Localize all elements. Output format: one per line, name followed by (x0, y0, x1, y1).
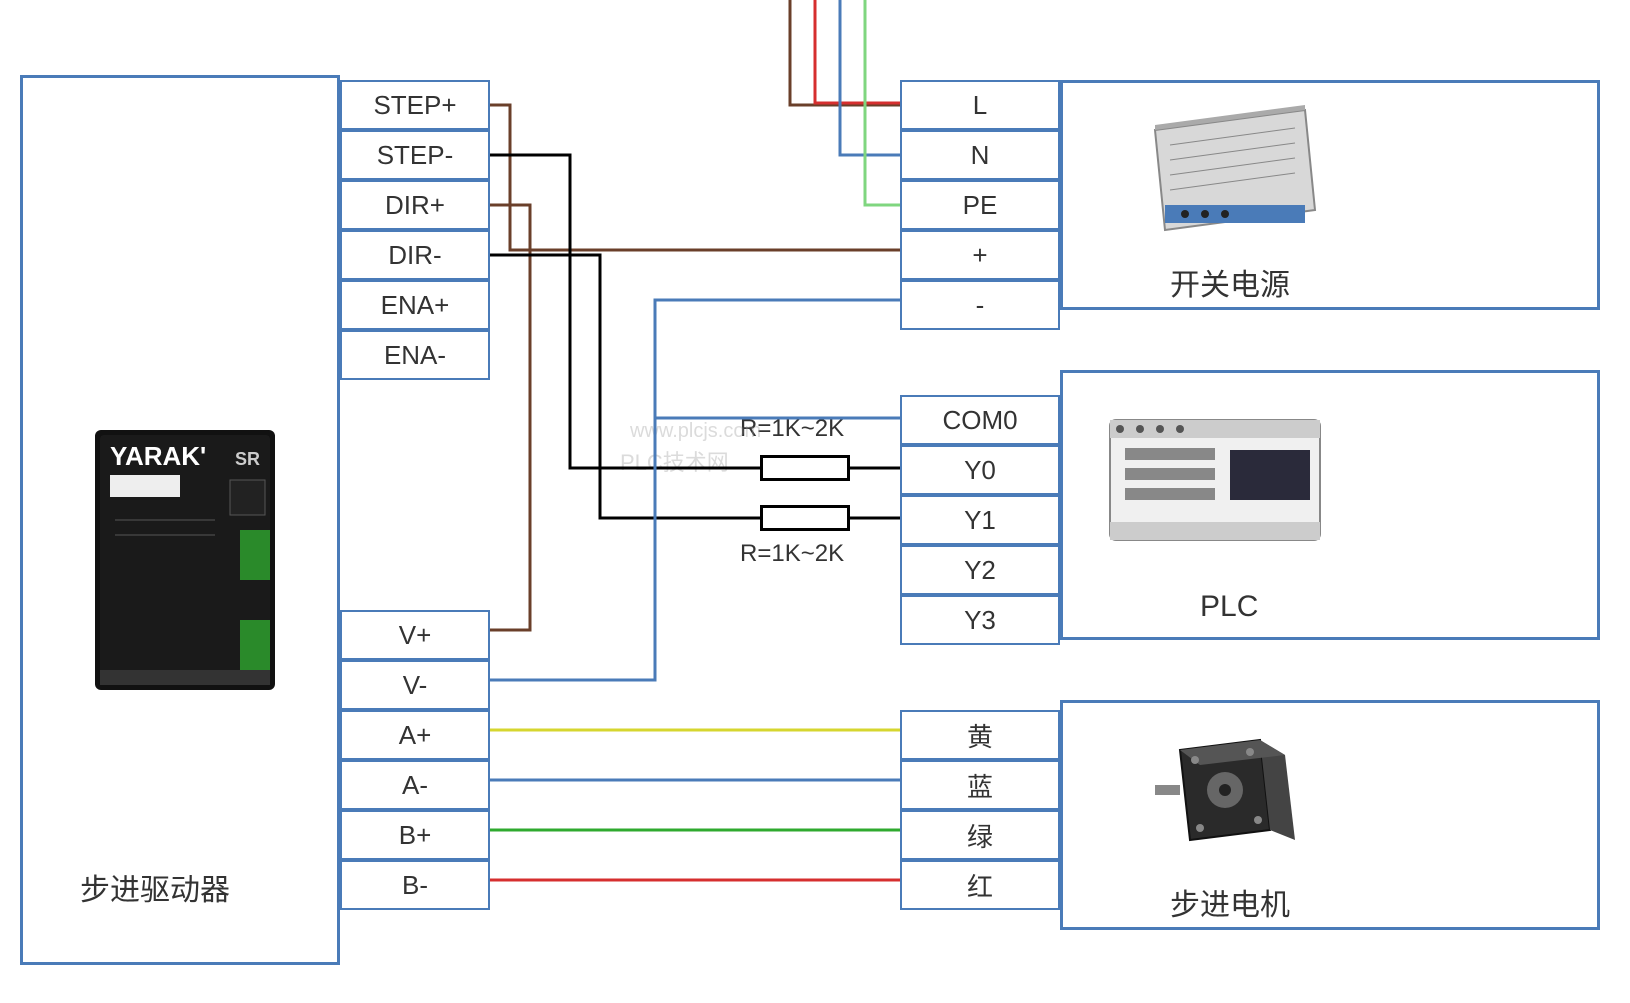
svg-text:SR: SR (235, 449, 260, 469)
term-label: DIR+ (385, 190, 445, 221)
term-label: COM0 (942, 405, 1017, 436)
term-label: 绿 (967, 817, 993, 854)
term-label: Y2 (964, 555, 996, 586)
resistor-r1 (760, 455, 850, 481)
term-label: DIR- (388, 240, 441, 271)
term-label: ENA+ (381, 290, 450, 321)
term-green: 绿 (900, 810, 1060, 860)
term-label: ENA- (384, 340, 446, 371)
term-yellow: 黄 (900, 710, 1060, 760)
motor-label: 步进电机 (1170, 880, 1290, 924)
term-ena-minus: ENA- (340, 330, 490, 380)
term-v-minus: V- (340, 660, 490, 710)
term-label: L (973, 90, 987, 121)
term-label: B- (402, 870, 428, 901)
term-com0: COM0 (900, 395, 1060, 445)
motor-device (1140, 720, 1310, 860)
wire (790, 0, 900, 105)
term-label: 红 (967, 867, 993, 904)
term-b-plus: B+ (340, 810, 490, 860)
term-label: N (971, 140, 990, 171)
wire (490, 300, 900, 680)
resistor-r2 (760, 505, 850, 531)
wire (490, 205, 530, 630)
term-label: A+ (399, 720, 432, 751)
term-y2: Y2 (900, 545, 1060, 595)
term-label: V+ (399, 620, 432, 651)
psu-device (1135, 100, 1325, 240)
plc-device (1100, 400, 1330, 560)
term-pe: PE (900, 180, 1060, 230)
wire (815, 0, 900, 103)
term-n: N (900, 130, 1060, 180)
term-psu-minus: - (900, 280, 1060, 330)
term-a-plus: A+ (340, 710, 490, 760)
term-label: STEP+ (373, 90, 456, 121)
term-label: B+ (399, 820, 432, 851)
term-y0: Y0 (900, 445, 1060, 495)
term-label: V- (403, 670, 428, 701)
term-blue: 蓝 (900, 760, 1060, 810)
term-b-minus: B- (340, 860, 490, 910)
term-label: Y1 (964, 505, 996, 536)
term-step-minus: STEP- (340, 130, 490, 180)
wire (490, 105, 900, 250)
term-label: A- (402, 770, 428, 801)
term-red: 红 (900, 860, 1060, 910)
term-ena-plus: ENA+ (340, 280, 490, 330)
term-label: Y3 (964, 605, 996, 636)
term-y1: Y1 (900, 495, 1060, 545)
r2-label: R=1K~2K (740, 540, 844, 568)
term-y3: Y3 (900, 595, 1060, 645)
term-l: L (900, 80, 1060, 130)
driver-label: 步进驱动器 (80, 865, 230, 909)
wire (840, 0, 900, 155)
psu-label: 开关电源 (1170, 260, 1290, 304)
svg-text:YARAK': YARAK' (110, 441, 206, 471)
term-label: 黄 (967, 717, 993, 754)
term-v-plus: V+ (340, 610, 490, 660)
watermark-url: www.plcjs.com (630, 420, 761, 443)
term-label: Y0 (964, 455, 996, 486)
term-label: + (972, 240, 987, 271)
term-step-plus: STEP+ (340, 80, 490, 130)
driver-device: YARAK' SR (85, 420, 285, 700)
term-psu-plus: + (900, 230, 1060, 280)
term-label: PE (963, 190, 998, 221)
term-a-minus: A- (340, 760, 490, 810)
term-label: 蓝 (967, 767, 993, 804)
wire (490, 255, 760, 518)
term-dir-plus: DIR+ (340, 180, 490, 230)
term-label: - (976, 290, 985, 321)
wire (865, 0, 900, 205)
plc-label: PLC (1200, 590, 1258, 624)
term-label: STEP- (377, 140, 454, 171)
watermark-text: PLC技术网 (620, 445, 729, 477)
term-dir-minus: DIR- (340, 230, 490, 280)
